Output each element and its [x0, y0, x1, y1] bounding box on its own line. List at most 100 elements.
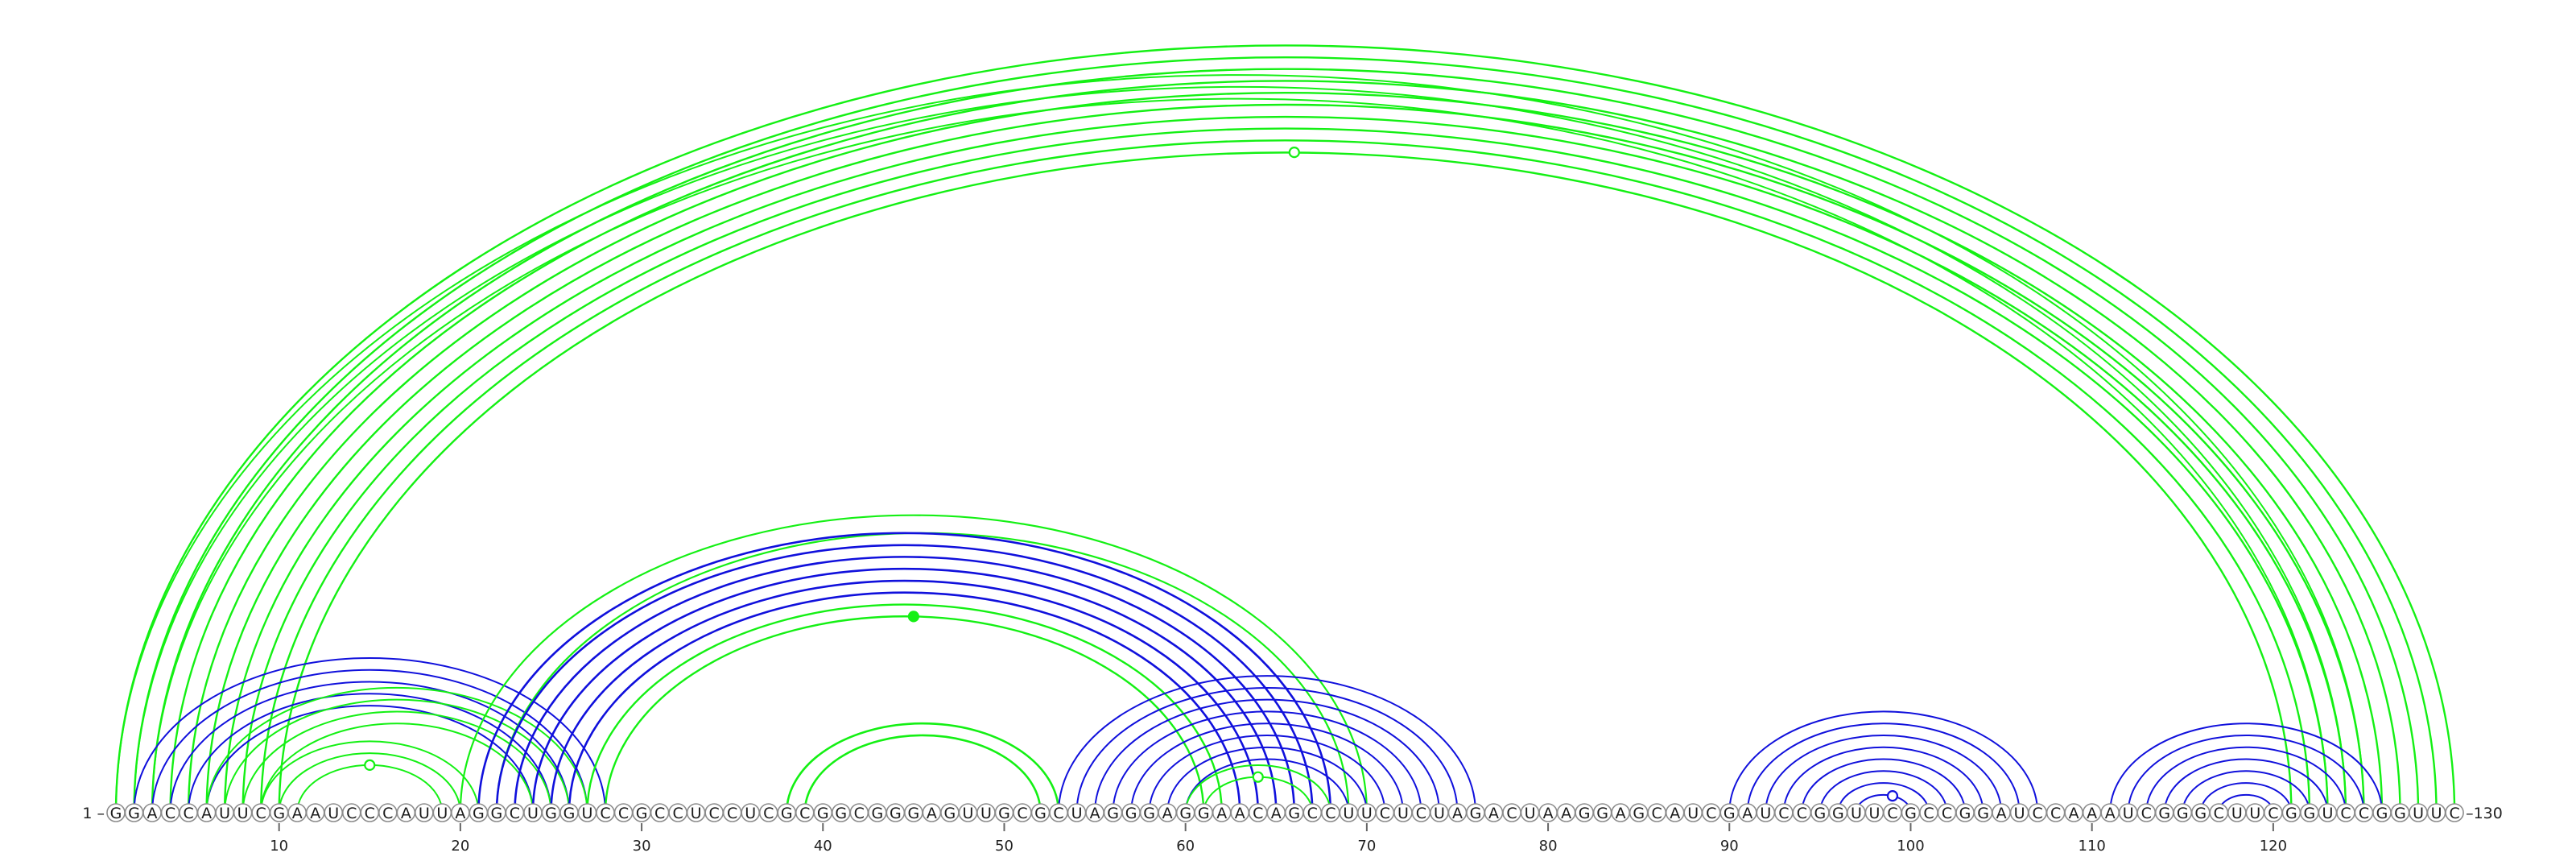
- nucleotide-51: C: [1013, 803, 1032, 822]
- arc-60-68: [1184, 764, 1331, 814]
- nucleotide-letter: C: [1887, 805, 1897, 822]
- nucleotide-77: A: [1484, 803, 1504, 822]
- arc-2-129: [133, 56, 2438, 814]
- nucleotide-letter: U: [582, 805, 593, 822]
- arc-92-105: [1765, 734, 2003, 814]
- arc-23-66: [514, 556, 1296, 814]
- arc-60-69: [1184, 758, 1350, 814]
- nucleotide-37: C: [758, 803, 778, 822]
- nucleotide-letter: C: [763, 805, 774, 822]
- nucleotide-letter: A: [310, 805, 320, 822]
- nucleotide-letter: C: [510, 805, 520, 822]
- arc-94-103: [1801, 758, 1967, 814]
- nucleotide-127: G: [2390, 803, 2410, 822]
- nucleotide-letter: G: [1977, 805, 1989, 822]
- nucleotide-107: C: [2028, 803, 2047, 822]
- nucleotide-letter: G: [2304, 805, 2316, 822]
- nucleotide-20: A: [451, 803, 470, 822]
- nucleotide-121: G: [2281, 803, 2301, 822]
- nucleotide-84: A: [1611, 803, 1630, 822]
- nucleotide-114: G: [2154, 803, 2174, 822]
- arc-1-125: [115, 74, 2365, 814]
- nucleotide-letter: C: [727, 805, 737, 822]
- nucleotide-72: U: [1393, 803, 1413, 822]
- nucleotide-letter: G: [1179, 805, 1191, 822]
- arc-28-61: [604, 615, 1205, 814]
- arc-38-53: [785, 722, 1060, 814]
- nucleotide-letter: U: [691, 805, 702, 822]
- nucleotide-letter: G: [1814, 805, 1827, 822]
- nucleotide-letter: G: [1107, 805, 1119, 822]
- nucleotide-letter: A: [1670, 805, 1680, 822]
- nucleotide-letter: G: [1579, 805, 1591, 822]
- nucleotide-124: C: [2336, 803, 2355, 822]
- nucleotide-letter: U: [328, 805, 339, 822]
- nucleotide-letter: G: [871, 805, 883, 822]
- nucleotide-letter: C: [1797, 805, 1807, 822]
- nucleotide-16: C: [378, 803, 398, 822]
- nucleotide-letter: C: [2032, 805, 2042, 822]
- nucleotide-66: G: [1285, 803, 1304, 822]
- tick-label-60: 60: [1176, 838, 1195, 855]
- nucleotide-letter: G: [908, 805, 920, 822]
- arc-53-76: [1058, 675, 1476, 814]
- arc-1-130: [114, 43, 2456, 814]
- nucleotide-56: G: [1103, 803, 1123, 822]
- nucleotide-letter: C: [2449, 805, 2459, 822]
- nucleotide-letter: C: [854, 805, 865, 822]
- nucleotide-19: U: [432, 803, 452, 822]
- nucleotide-4: C: [160, 803, 180, 822]
- nucleotide-letter: C: [1706, 805, 1716, 822]
- nucleotide-13: U: [324, 803, 344, 822]
- nucleotide-8: U: [233, 803, 253, 822]
- nucleotide-letter: U: [1687, 805, 1699, 822]
- nucleotide-letter: A: [1996, 805, 2007, 822]
- nucleotide-letter: U: [2249, 805, 2260, 822]
- nucleotide-letter: C: [1253, 805, 1263, 822]
- nucleotide-letter: G: [128, 805, 140, 822]
- nucleotide-86: C: [1647, 803, 1666, 822]
- nucleotide-76: G: [1466, 803, 1485, 822]
- nucleotide-82: G: [1575, 803, 1594, 822]
- nucleotide-letter: A: [1090, 805, 1100, 822]
- nucleotide-89: C: [1701, 803, 1721, 822]
- nucleotide-85: G: [1629, 803, 1649, 822]
- nucleotide-letter: U: [2431, 805, 2442, 822]
- nucleotide-96: G: [1828, 803, 1848, 822]
- nucleotide-28: C: [596, 803, 615, 822]
- nucleotide-letter: U: [237, 805, 249, 822]
- arc-10-121: [278, 151, 2293, 814]
- nucleotide-2: G: [124, 803, 144, 822]
- nucleotide-123: U: [2318, 803, 2338, 822]
- nucleotide-letter: G: [1959, 805, 1971, 822]
- nucleotide-letter: U: [1071, 805, 1083, 822]
- nucleotide-letter: C: [1380, 805, 1390, 822]
- arc-2-124: [133, 85, 2347, 814]
- nucleotide-letter: A: [1543, 805, 1554, 822]
- nucleotide-letter: C: [183, 805, 193, 822]
- nucleotide-letter: C: [2268, 805, 2278, 822]
- nucleotide-letter: C: [709, 805, 720, 822]
- nucleotide-91: A: [1738, 803, 1757, 822]
- nucleotide-letter: A: [401, 805, 411, 822]
- nucleotide-letter: A: [455, 805, 465, 822]
- nucleotide-95: G: [1810, 803, 1830, 822]
- arc-39-52: [803, 734, 1042, 814]
- nucleotide-letter: C: [2214, 805, 2224, 822]
- nucleotide-130: C: [2445, 803, 2464, 822]
- nucleotide-18: U: [415, 803, 434, 822]
- nucleotide-letter: A: [292, 805, 303, 822]
- nucleotide-100: G: [1901, 803, 1921, 822]
- nucleotide-10: G: [269, 803, 289, 822]
- nucleotide-letter: A: [2069, 805, 2079, 822]
- arc-112-125: [2127, 734, 2365, 814]
- arc-3-27: [151, 669, 588, 814]
- nucleotide-letter: G: [110, 805, 122, 822]
- nucleotide-letter: C: [365, 805, 375, 822]
- nucleotide-letter: G: [491, 805, 503, 822]
- nucleotide-39: C: [795, 803, 815, 822]
- arc-9-122: [259, 139, 2311, 814]
- nucleotide-letter: A: [1488, 805, 1499, 822]
